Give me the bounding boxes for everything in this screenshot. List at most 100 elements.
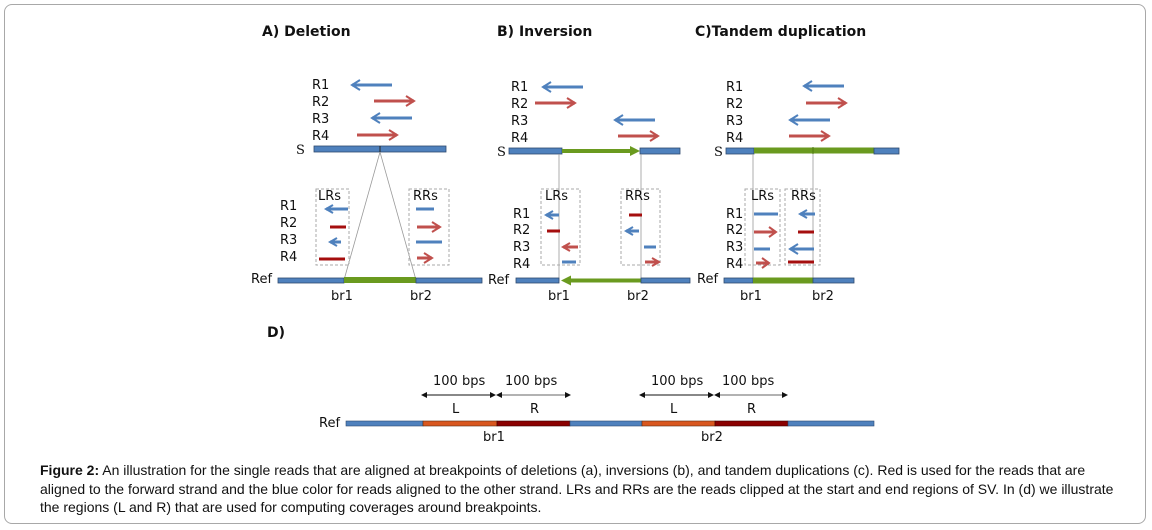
read-arrow-r3-reverse (370, 112, 412, 124)
read-arrow-r2-forward (806, 97, 848, 109)
read-arrow-r2-forward (535, 97, 577, 109)
rrs-box (620, 188, 661, 266)
ref-segment-1 (345, 420, 424, 427)
region-br1-left-bar (422, 420, 498, 427)
read-arrow-r3-reverse (788, 114, 830, 126)
panel-d-coverage-regions: D) 100 bps 100 bps 100 bps 100 bps L R (267, 325, 875, 445)
duplicated-region-bar (753, 277, 813, 284)
ref-segment-2 (569, 420, 643, 427)
rrs-r2-clip (417, 221, 442, 233)
lrs-box (315, 188, 350, 266)
region-br2-left-label: L (670, 402, 678, 417)
read-label-r4: R4 (511, 131, 528, 146)
ref-segment-3 (787, 420, 875, 427)
panel-b-inversion: B) Inversion R1 R2 R3 R4 S (488, 24, 691, 304)
ref-label: Ref (697, 272, 718, 287)
read-arrow-r4-forward (618, 130, 660, 142)
clip-read-label-r1: R1 (726, 207, 743, 222)
lrs-label: LRs (318, 189, 341, 204)
region-br1-right-bar (496, 420, 571, 427)
lrs-r1-clip (323, 204, 348, 214)
inverted-segment-arrow (562, 146, 640, 156)
read-label-r1: R1 (511, 80, 528, 95)
clip-read-label-r4: R4 (513, 257, 530, 272)
read-label-r2: R2 (511, 97, 528, 112)
panel-a-title: A) Deletion (262, 24, 351, 40)
caption-label: Figure 2: (40, 462, 100, 478)
ref-bar-left (277, 277, 345, 284)
ref-bar-left (515, 277, 560, 284)
breakpoint-br1-label: br1 (548, 289, 570, 304)
guide-line-br2 (379, 151, 417, 281)
rrs-label: RRs (791, 189, 816, 204)
caption-text: An illustration for the single reads tha… (40, 462, 1114, 515)
read-label-r1: R1 (312, 78, 329, 93)
clip-read-label-r1: R1 (513, 207, 530, 222)
region-br1-right-label: R (530, 402, 539, 417)
duplicated-segment-bar (754, 147, 874, 154)
read-arrow-r3-reverse (613, 114, 655, 126)
read-label-r3: R3 (511, 114, 528, 129)
breakpoint-br2-label: br2 (627, 289, 649, 304)
region-br2-left-size: 100 bps (651, 374, 703, 389)
lrs-r2-clip (754, 226, 778, 238)
rrs-box (784, 188, 821, 266)
rrs-box (408, 188, 450, 266)
read-arrow-r1-reverse (350, 79, 392, 91)
region-br2-right-label: R (747, 402, 756, 417)
sample-bar-left (725, 147, 755, 155)
read-label-r4: R4 (312, 129, 329, 144)
lrs-box (540, 188, 581, 266)
rrs-r1-clip (797, 209, 815, 219)
read-label-r1: R1 (726, 80, 743, 95)
breakpoint-br2-label: br2 (701, 430, 723, 445)
breakpoint-br1-label: br1 (483, 430, 505, 445)
read-arrow-r2-forward (374, 95, 416, 107)
breakpoint-br1-label: br1 (740, 289, 762, 304)
breakpoint-br1-label: br1 (331, 289, 353, 304)
ref-label: Ref (319, 416, 340, 431)
ref-bar-left (723, 277, 754, 284)
span-arrow-br1-left (421, 392, 496, 398)
lrs-r1-clip (543, 210, 559, 220)
panel-a-deletion: A) Deletion R1 R2 R3 R4 S LRs (251, 24, 483, 304)
read-arrow-r4-forward (789, 130, 831, 142)
sample-bar-left (508, 147, 563, 155)
region-br1-left-label: L (452, 402, 460, 417)
read-arrow-r1-reverse (802, 80, 844, 92)
sample-bar-right (873, 147, 900, 155)
rrs-r3-clip (788, 243, 814, 255)
span-arrow-br1-right (496, 392, 571, 398)
panel-c-tandem-duplication: C)Tandem duplication R1 R2 R3 R4 S (695, 24, 900, 304)
rrs-label: RRs (625, 189, 650, 204)
rrs-label: RRs (413, 189, 438, 204)
lrs-r3-clip (560, 242, 578, 252)
region-br2-right-bar (714, 420, 789, 427)
ref-bar-right (415, 277, 483, 284)
panel-b-title: B) Inversion (497, 24, 592, 40)
region-br1-right-size: 100 bps (505, 374, 557, 389)
region-br2-left-bar (641, 420, 716, 427)
ref-label: Ref (488, 273, 509, 288)
sample-label: S (296, 143, 305, 158)
read-label-r3: R3 (312, 112, 329, 127)
clip-read-label-r1: R1 (280, 199, 297, 214)
clip-read-label-r3: R3 (513, 240, 530, 255)
ref-bar-right (812, 277, 855, 284)
rrs-r2-clip (623, 226, 639, 236)
read-label-r4: R4 (726, 131, 743, 146)
clip-read-label-r2: R2 (280, 216, 297, 231)
span-arrow-br2-right (714, 392, 788, 398)
figure-caption: Figure 2: An illustration for the single… (40, 461, 1120, 517)
sample-label: S (714, 145, 723, 160)
rrs-r4-clip (645, 257, 662, 267)
span-arrow-br2-left (639, 392, 714, 398)
deleted-region-bar (344, 277, 416, 283)
clip-read-label-r3: R3 (726, 240, 743, 255)
read-arrow-r1-reverse (541, 81, 583, 93)
ref-bar-right (640, 277, 691, 284)
clip-read-label-r3: R3 (280, 233, 297, 248)
clip-read-label-r2: R2 (726, 223, 743, 238)
clip-read-label-r2: R2 (513, 223, 530, 238)
panel-d-title: D) (267, 325, 285, 341)
